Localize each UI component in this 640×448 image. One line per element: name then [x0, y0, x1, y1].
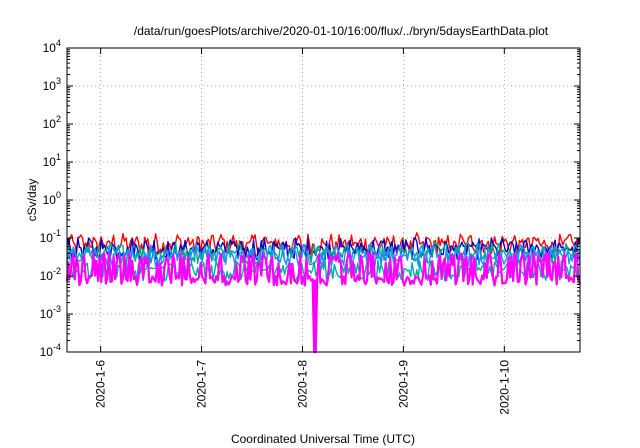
x-tick-label: 2020-1-7 [195, 360, 209, 408]
series-line [65, 252, 582, 354]
y-tick-label: 10-4 [40, 342, 61, 359]
series-line [66, 258, 581, 283]
y-tick-label: 100 [43, 190, 61, 207]
x-tick-label: 2020-1-9 [396, 360, 410, 408]
y-tick-label: 10-2 [40, 266, 61, 283]
y-axis: 10-4 10-3 10-2 10-1 100 101 102 103 104 [40, 38, 580, 359]
series-line [66, 232, 581, 256]
x-tick-label: 2020-1-6 [94, 360, 108, 408]
series-line [66, 241, 581, 265]
y-tick-label: 10-1 [40, 228, 61, 245]
y-tick-label: 101 [43, 152, 61, 169]
x-tick-label: 2020-1-8 [295, 360, 309, 408]
y-tick-label: 103 [43, 76, 61, 93]
chart-title: /data/run/goesPlots/archive/2020-01-10/1… [134, 24, 549, 38]
y-axis-label: cSv/day [25, 179, 39, 222]
series-layer [65, 232, 582, 354]
x-axis-label: Coordinated Universal Time (UTC) [231, 432, 415, 446]
series-line [66, 243, 581, 267]
x-tick-label: 2020-1-10 [497, 360, 511, 415]
y-tick-label: 10-3 [40, 304, 61, 321]
x-axis: 2020-1-6 2020-1-7 2020-1-8 2020-1-9 2020-1-1… [94, 48, 511, 415]
y-tick-label: 104 [43, 38, 61, 55]
grid [67, 48, 580, 352]
y-tick-label: 102 [43, 114, 61, 131]
